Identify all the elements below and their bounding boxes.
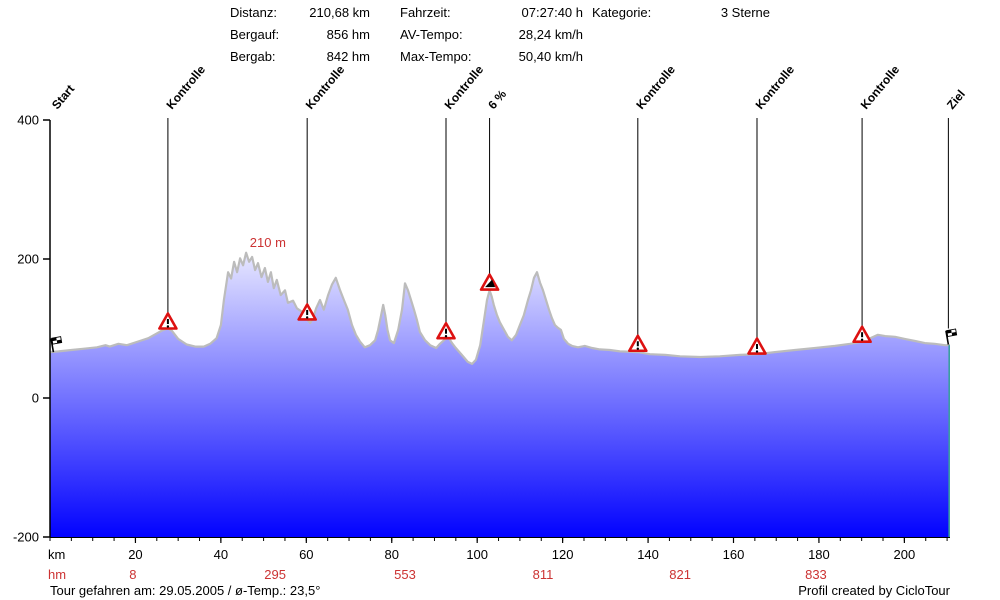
stat-distanz: Distanz: 210,68 km <box>230 5 370 20</box>
marker-kontrolle: Kontrolle <box>747 62 798 355</box>
hm-value: 811 <box>533 567 554 582</box>
stat-distanz-value: 210,68 km <box>309 5 370 20</box>
hm-value: 295 <box>264 567 286 582</box>
hm-value: 8 <box>129 567 136 582</box>
marker-label: Kontrolle <box>633 62 678 112</box>
stat-av-tempo-label: AV-Tempo: <box>400 27 463 42</box>
stat-kategorie-label: Kategorie: <box>592 5 652 20</box>
stat-fahrzeit-value: 07:27:40 h <box>521 5 583 20</box>
x-axis: 20 40 60 80 100 120 140 160 180 200 km <box>48 537 950 562</box>
marker-6-: 6 % <box>479 87 509 291</box>
y-tick-label: 400 <box>17 113 39 128</box>
marker-start: Start <box>49 82 77 353</box>
x-tick-label: 200 <box>894 547 916 562</box>
marker-label: Kontrolle <box>442 62 487 112</box>
marker-kontrolle: Kontrolle <box>436 62 487 340</box>
hm-value: 553 <box>394 567 416 582</box>
x-tick-label: 80 <box>385 547 399 562</box>
stat-bergauf-value: 856 hm <box>326 27 370 42</box>
stat-kategorie: Kategorie: 3 Sterne <box>592 5 770 20</box>
stat-bergab: Bergab: 842 hm <box>230 49 370 64</box>
y-tick-label: 200 <box>17 252 39 267</box>
profile-area <box>50 252 950 537</box>
marker-label: Ziel <box>944 87 968 112</box>
ziel-flag-icon <box>945 328 958 345</box>
x-tick-label: 160 <box>723 547 745 562</box>
hm-value: 821 <box>669 567 691 582</box>
stat-av-tempo: AV-Tempo: 28,24 km/h <box>400 27 583 42</box>
x-tick-label: 180 <box>808 547 830 562</box>
hm-axis-label: hm <box>48 567 66 582</box>
marker-label: Kontrolle <box>753 62 798 112</box>
y-tick-label: -200 <box>13 530 39 545</box>
y-axis: 400 200 0 -200 <box>13 113 51 545</box>
stat-bergauf-label: Bergauf: <box>230 27 280 42</box>
stat-distanz-label: Distanz: <box>230 5 277 20</box>
stat-max-tempo-value: 50,40 km/h <box>518 49 583 64</box>
y-tick-label: 0 <box>32 391 39 406</box>
stat-kategorie-value: 3 Sterne <box>720 5 770 20</box>
x-tick-label: 20 <box>128 547 142 562</box>
footer-tour-date: Tour gefahren am: 29.05.2005 / ø-Temp.: … <box>50 583 321 598</box>
profile-outline <box>49 251 950 365</box>
stat-fahrzeit: Fahrzeit: 07:27:40 h <box>400 5 583 20</box>
marker-kontrolle: Kontrolle <box>297 62 348 321</box>
hm-value: 833 <box>805 567 827 582</box>
marker-label: 6 % <box>485 87 509 112</box>
steep-grade-triangle-icon <box>479 273 500 291</box>
peak-annotation: 210 m <box>250 235 286 250</box>
stat-fahrzeit-label: Fahrzeit: <box>400 5 451 20</box>
stat-bergab-value: 842 hm <box>326 49 370 64</box>
marker-label: Start <box>49 82 77 112</box>
x-tick-label: 120 <box>552 547 574 562</box>
marker-ziel: Ziel <box>944 87 968 345</box>
x-tick-label: 140 <box>637 547 659 562</box>
stat-bergab-label: Bergab: <box>230 49 276 64</box>
stat-max-tempo: Max-Tempo: 50,40 km/h <box>400 49 583 64</box>
hm-row: hm 8 295 553 811 821 833 <box>48 567 827 582</box>
stat-max-tempo-label: Max-Tempo: <box>400 49 472 64</box>
stat-av-tempo-value: 28,24 km/h <box>518 27 583 42</box>
marker-kontrolle: Kontrolle <box>852 62 903 344</box>
km-axis-label: km <box>48 547 65 562</box>
x-tick-label: 100 <box>466 547 488 562</box>
start-flag-icon <box>50 336 63 353</box>
marker-kontrolle: Kontrolle <box>628 62 678 353</box>
marker-label: Kontrolle <box>858 62 903 112</box>
footer-credit: Profil created by CicloTour <box>798 583 950 598</box>
x-tick-label: 60 <box>299 547 313 562</box>
x-tick-label: 40 <box>214 547 228 562</box>
stat-bergauf: Bergauf: 856 hm <box>230 27 370 42</box>
marker-kontrolle: Kontrolle <box>158 62 208 330</box>
marker-label: Kontrolle <box>303 62 348 112</box>
marker-label: Kontrolle <box>163 62 208 112</box>
